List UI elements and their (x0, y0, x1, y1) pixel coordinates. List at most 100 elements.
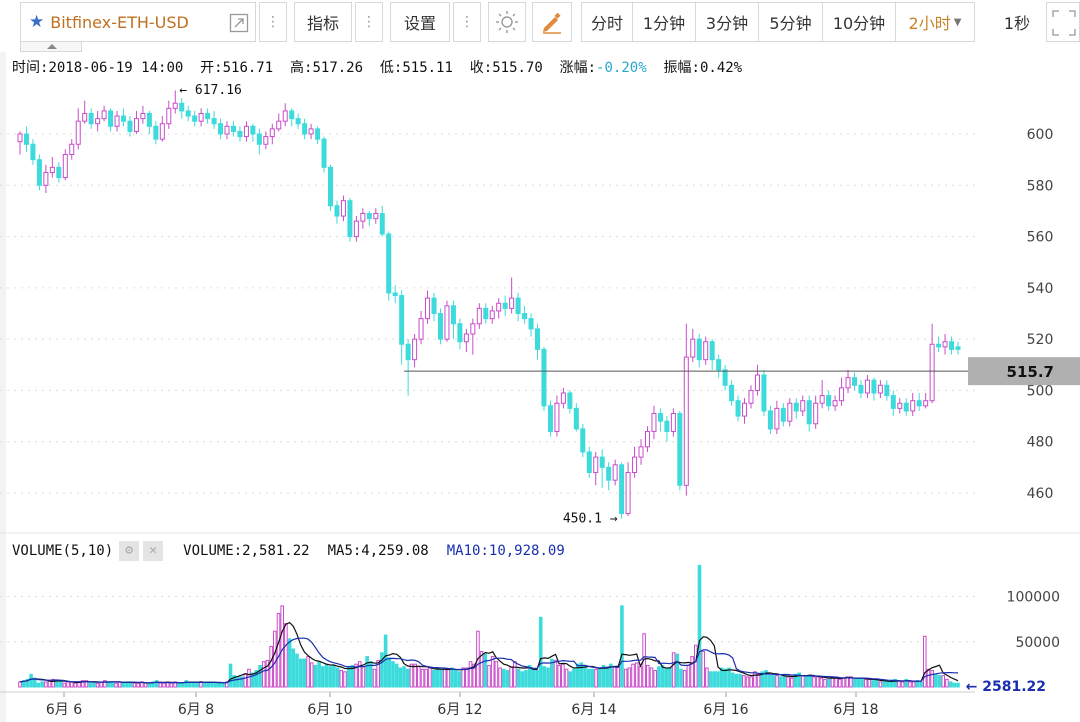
volume-bar (121, 682, 126, 688)
symbol-selector[interactable]: ★ Bitfinex-ETH-USD (20, 2, 256, 42)
volume-bar (457, 671, 462, 688)
timeframe-tab-2[interactable]: 3分钟 (695, 2, 759, 42)
settings-more-icon[interactable]: ⋮ (453, 2, 481, 42)
axes: 600 580 560 540 520 500 480 460 515.7 100000 50000… (0, 127, 1080, 718)
gear-icon[interactable]: ⚙ (119, 541, 140, 561)
volume-bar (841, 677, 846, 688)
candle-body (30, 143, 36, 161)
volume-bar (354, 663, 358, 688)
collapse-toggle[interactable] (20, 42, 82, 52)
volume-bar (335, 667, 340, 688)
volume-bar (948, 681, 953, 688)
candle-body (748, 389, 754, 404)
candle-body (735, 400, 741, 417)
volume-bar (952, 682, 957, 688)
x-tick-label: 6月 6 (46, 702, 82, 718)
candle-body (826, 395, 832, 407)
volume-bar (845, 676, 850, 688)
volume-bar (505, 670, 510, 688)
current-volume-label: ← 2581.22 (966, 679, 1046, 695)
candle-body (360, 212, 366, 222)
refresh-interval[interactable]: 1秒 (992, 2, 1042, 42)
close-icon[interactable]: ✕ (143, 541, 164, 561)
candle-body (205, 112, 211, 120)
candle-body (431, 297, 437, 315)
candle-body (483, 307, 489, 320)
external-link-icon[interactable] (229, 13, 249, 33)
volume-bar (671, 652, 676, 688)
volume-bar (675, 653, 680, 688)
timeframe-tab-4[interactable]: 10分钟 (822, 2, 896, 42)
volume-bar (553, 659, 558, 688)
moving-averages (19, 621, 959, 684)
volume-bar (793, 673, 798, 688)
candle-body (644, 430, 650, 448)
close-label: 收: (469, 60, 493, 76)
candle-body (864, 379, 870, 394)
candle-body (211, 118, 217, 125)
star-icon[interactable]: ★ (29, 12, 45, 32)
timeframe-tab-0[interactable]: 分时 (581, 2, 633, 42)
candle-body (754, 374, 760, 391)
candle-body (101, 110, 107, 120)
volume-bar (243, 673, 248, 688)
volume-tick-label: 100000 (1007, 590, 1060, 606)
current-price-badge (968, 357, 1080, 386)
candle-body (230, 125, 236, 132)
volume-bar (501, 668, 506, 688)
theme-sun-icon[interactable] (488, 2, 526, 42)
symbol-more-icon[interactable]: ⋮ (259, 2, 287, 42)
volume-bar (749, 676, 753, 688)
volume-grid (0, 596, 975, 643)
volume-bar (601, 664, 606, 688)
settings-button[interactable]: 设置 (390, 2, 450, 42)
price-tick-label: 580 (1027, 178, 1054, 194)
volume-bar (343, 671, 347, 688)
candle-body (437, 313, 443, 340)
candle-body (496, 302, 502, 312)
volume-bar (897, 680, 901, 688)
candle-body (683, 356, 689, 486)
volume-bar (394, 663, 399, 688)
volume-bar (716, 671, 720, 688)
volume-bar (258, 664, 262, 688)
timeframe-dropdown[interactable]: 2小时 ▼ (895, 2, 975, 42)
candle-body (127, 120, 133, 132)
volume-bar (753, 671, 757, 688)
x-tick-label: 6月 10 (307, 702, 352, 718)
volume-bar (439, 670, 443, 688)
volume-bar (893, 678, 898, 688)
volume-bar (764, 670, 768, 688)
volume-bar (801, 675, 805, 688)
volume-bar (450, 667, 454, 688)
volume-bar (911, 681, 916, 688)
time-label: 时间: (12, 60, 49, 76)
volume-bar (679, 668, 683, 688)
volume-bar (465, 667, 469, 688)
volume-bar (66, 681, 70, 688)
volume-bar (84, 680, 89, 688)
volume-bar (309, 662, 314, 688)
volume-bar (151, 681, 155, 688)
volume-bar (524, 670, 528, 688)
candle-body (43, 171, 49, 186)
volume-bar (597, 667, 602, 688)
candle-body (366, 212, 372, 220)
candle-body (729, 384, 735, 402)
candle-body (677, 413, 683, 486)
indicators-button[interactable]: 指标 (294, 2, 352, 42)
indicators-more-icon[interactable]: ⋮ (355, 2, 383, 42)
high-label: 高: (290, 60, 313, 76)
volume-bar (435, 667, 440, 688)
candle-body (412, 338, 418, 361)
candle-body (929, 343, 935, 402)
draw-pencil-icon[interactable] (532, 2, 572, 42)
timeframe-tab-3[interactable]: 5分钟 (758, 2, 823, 42)
candle-body (787, 402, 793, 422)
volume-bar (80, 680, 85, 688)
volume-bar (745, 676, 750, 688)
volume-bar (483, 653, 488, 688)
price-grid (0, 133, 975, 494)
candle-body (890, 395, 896, 409)
